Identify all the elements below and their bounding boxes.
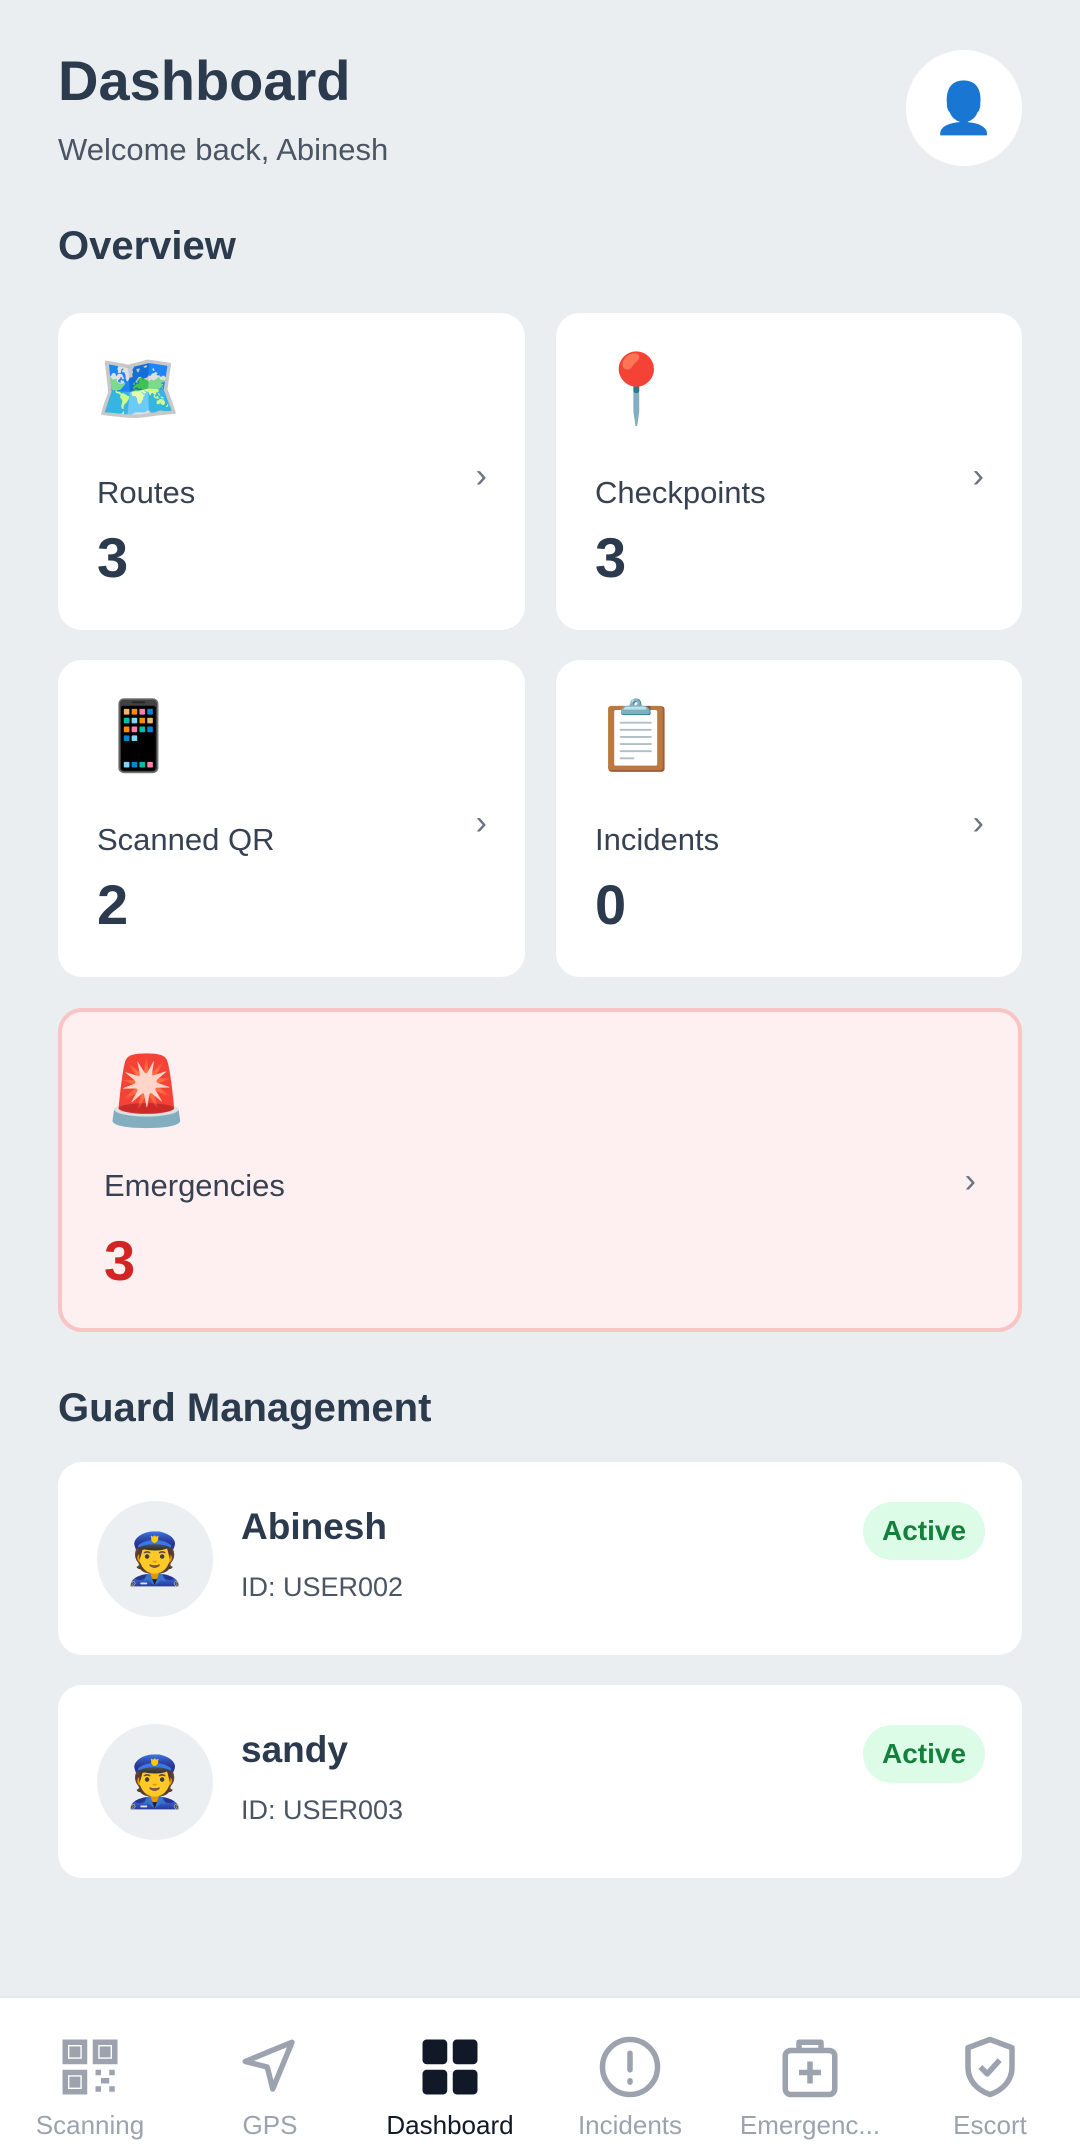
- guard-avatar: 👮: [97, 1501, 213, 1617]
- card-value: 3: [104, 1229, 136, 1292]
- incidents-card[interactable]: 📋 Incidents 0 ›: [556, 660, 1022, 977]
- guard-card[interactable]: 👮 Abinesh ID: USER002 Active: [58, 1462, 1022, 1655]
- page-title: Dashboard: [58, 49, 351, 112]
- overview-heading: Overview: [58, 224, 236, 268]
- profile-button[interactable]: 👤: [906, 50, 1022, 166]
- tab-gps[interactable]: GPS: [180, 1998, 360, 2152]
- tab-label: Scanning: [35, 2110, 145, 2140]
- tab-emergencies[interactable]: Emergenc...: [720, 1998, 900, 2152]
- grid-icon: [422, 2039, 478, 2095]
- phone-icon: 📱: [96, 698, 181, 774]
- chevron-right-icon: ›: [972, 804, 984, 842]
- shield-check-icon: [965, 2036, 1015, 2098]
- status-badge: Active: [863, 1502, 985, 1560]
- clipboard-icon: 📋: [594, 698, 679, 774]
- card-label: Scanned QR: [97, 822, 275, 857]
- card-label: Incidents: [595, 822, 720, 857]
- guard-card[interactable]: 👮 sandy ID: USER003 Active: [58, 1685, 1022, 1878]
- siren-icon: 🚨: [104, 1053, 189, 1129]
- tab-scanning[interactable]: Scanning: [0, 1998, 180, 2152]
- pin-icon: 📍: [594, 351, 679, 427]
- chevron-right-icon: ›: [964, 1162, 976, 1200]
- map-icon: 🗺️: [96, 351, 181, 427]
- tab-label: Emergenc...: [739, 2110, 881, 2140]
- card-value: 2: [97, 873, 129, 936]
- card-value: 0: [595, 873, 627, 936]
- chevron-right-icon: ›: [475, 804, 487, 842]
- status-badge: Active: [863, 1725, 985, 1783]
- emergencies-card[interactable]: 🚨 Emergencies 3 ›: [58, 1008, 1022, 1332]
- guard-management-heading: Guard Management: [58, 1386, 432, 1430]
- welcome-text: Welcome back, Abinesh: [58, 132, 389, 167]
- guard-avatar: 👮: [97, 1724, 213, 1840]
- guard-id: ID: USER002: [241, 1572, 404, 1602]
- guard-name: Abinesh: [241, 1506, 387, 1547]
- checkpoints-card[interactable]: 📍 Checkpoints 3 ›: [556, 313, 1022, 630]
- tab-label: Dashboard: [386, 2110, 514, 2140]
- scanned-qr-card[interactable]: 📱 Scanned QR 2 ›: [58, 660, 525, 977]
- user-icon: 👤: [932, 79, 996, 136]
- card-value: 3: [97, 526, 129, 589]
- bottom-nav: Scanning GPS Dashboard Incidents Emergen…: [0, 1996, 1080, 2152]
- guard-name: sandy: [241, 1729, 348, 1770]
- first-aid-kit-icon: [782, 2039, 838, 2098]
- qr-code-icon: [62, 2039, 118, 2095]
- police-officer-icon: 👮: [123, 1530, 187, 1587]
- chevron-right-icon: ›: [972, 457, 984, 495]
- tab-label: GPS: [242, 2110, 298, 2140]
- chevron-right-icon: ›: [475, 457, 487, 495]
- tab-label: Escort: [953, 2110, 1027, 2140]
- card-label: Checkpoints: [595, 475, 766, 510]
- card-label: Routes: [97, 475, 196, 510]
- card-label: Emergencies: [104, 1168, 285, 1203]
- tab-incidents[interactable]: Incidents: [540, 1998, 720, 2152]
- tab-dashboard[interactable]: Dashboard: [360, 1998, 540, 2152]
- alert-circle-icon: [599, 2036, 661, 2098]
- routes-card[interactable]: 🗺️ Routes 3 ›: [58, 313, 525, 630]
- tab-label: Incidents: [577, 2110, 683, 2140]
- guard-id: ID: USER003: [241, 1795, 404, 1825]
- card-value: 3: [595, 526, 627, 589]
- navigation-arrow-icon: [242, 2039, 295, 2092]
- tab-escort[interactable]: Escort: [900, 1998, 1080, 2152]
- police-officer-icon: 👮: [123, 1753, 187, 1810]
